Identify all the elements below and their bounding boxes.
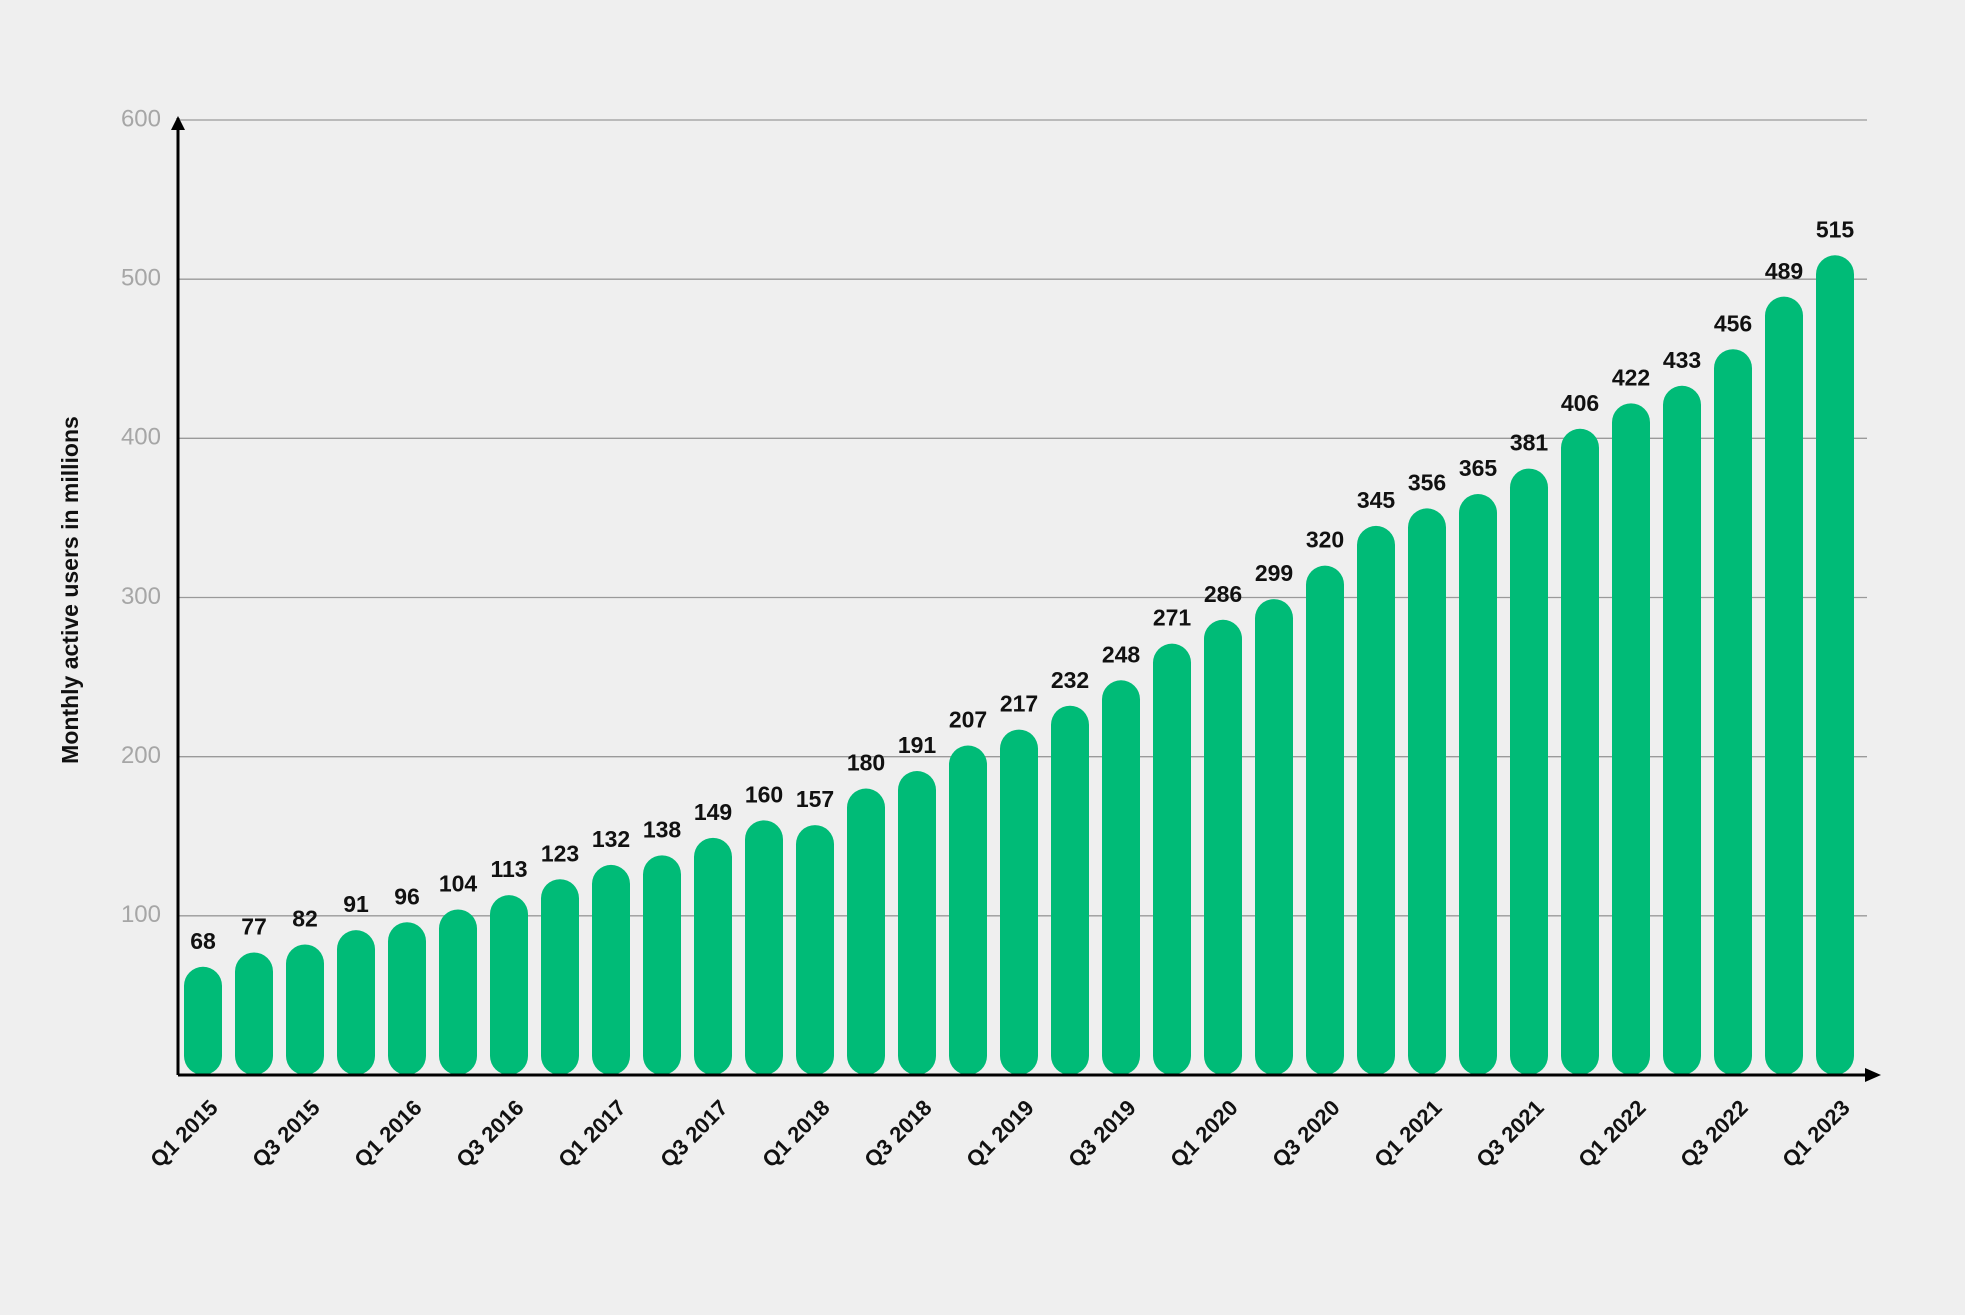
y-tick-label: 500: [121, 265, 161, 292]
bar: [745, 820, 783, 1075]
bar: [898, 770, 936, 1075]
bar: [1153, 643, 1191, 1075]
bar: [1612, 403, 1650, 1076]
data-label: 345: [1357, 487, 1396, 513]
data-label: 299: [1255, 560, 1293, 586]
bar: [439, 909, 477, 1075]
data-label: 180: [847, 750, 885, 776]
x-tick-label: Q1 2022: [1573, 1095, 1650, 1172]
bar: [1510, 468, 1548, 1075]
x-tick-label: Q3 2022: [1675, 1095, 1752, 1172]
bar: [1102, 680, 1140, 1075]
bar: [796, 825, 834, 1075]
data-label: 68: [190, 928, 216, 954]
data-label: 77: [241, 914, 267, 940]
bar: [1663, 385, 1701, 1075]
x-tick-label: Q1 2016: [349, 1095, 426, 1172]
data-label: 356: [1408, 469, 1446, 495]
bar: [592, 864, 630, 1075]
bar: [1000, 729, 1038, 1075]
bar: [235, 952, 273, 1075]
bar: [337, 930, 375, 1075]
bar: [949, 745, 987, 1075]
data-label: 422: [1612, 364, 1650, 390]
data-label: 149: [694, 799, 732, 825]
data-label: 138: [643, 816, 682, 842]
bar: [1714, 349, 1752, 1075]
y-tick-label: 100: [121, 901, 161, 928]
x-tick-label: Q3 2017: [655, 1095, 732, 1172]
data-label: 123: [541, 840, 579, 866]
bar: [1306, 565, 1344, 1075]
x-tick-label: Q3 2015: [247, 1095, 324, 1172]
data-label: 365: [1459, 455, 1498, 481]
y-axis-arrow: [171, 116, 185, 130]
data-label: 96: [394, 883, 420, 909]
data-label: 433: [1663, 347, 1701, 373]
data-label: 160: [745, 781, 783, 807]
bar: [1561, 428, 1599, 1075]
data-label: 248: [1102, 641, 1141, 667]
bar: [541, 879, 579, 1075]
x-tick-label: Q1 2020: [1165, 1095, 1242, 1172]
x-tick-label: Q1 2019: [961, 1095, 1038, 1172]
bar: [490, 895, 528, 1075]
x-tick-label: Q3 2016: [451, 1095, 528, 1172]
x-tick-label: Q1 2017: [553, 1095, 630, 1172]
data-label: 217: [1000, 691, 1038, 717]
y-tick-label: 600: [121, 105, 161, 132]
x-tick-label: Q3 2021: [1471, 1095, 1548, 1172]
x-tick-label: Q3 2018: [859, 1095, 936, 1172]
data-label: 91: [343, 891, 369, 917]
y-tick-label: 300: [121, 583, 161, 610]
data-label: 132: [592, 826, 630, 852]
data-label: 489: [1765, 258, 1803, 284]
x-tick-label: Q1 2023: [1777, 1095, 1854, 1172]
y-tick-label: 400: [121, 424, 161, 451]
data-label: 207: [949, 707, 987, 733]
y-axis-label: Monthly active users in millions: [57, 416, 83, 764]
data-label: 232: [1051, 667, 1089, 693]
bar: [388, 922, 426, 1075]
bar: [1357, 525, 1395, 1075]
data-label: 191: [898, 732, 937, 758]
x-axis-arrow: [1865, 1068, 1881, 1082]
bar: [847, 788, 885, 1075]
data-label: 286: [1204, 581, 1242, 607]
bar: [1765, 296, 1803, 1075]
bar: [1051, 705, 1089, 1075]
x-tick-label: Q3 2019: [1063, 1095, 1140, 1172]
x-tick-label: Q1 2021: [1369, 1095, 1446, 1172]
data-label: 113: [490, 856, 527, 882]
data-label: 456: [1714, 310, 1752, 336]
x-tick-label: Q1 2018: [757, 1095, 834, 1172]
y-tick-label: 200: [121, 742, 161, 769]
bar: [1459, 494, 1497, 1076]
bar: [184, 966, 222, 1075]
bar: [643, 855, 681, 1075]
bar: [1408, 508, 1446, 1075]
data-label: 406: [1561, 390, 1599, 416]
data-label: 515: [1816, 216, 1855, 242]
x-tick-label: Q3 2020: [1267, 1095, 1344, 1172]
x-tick-label: Q1 2015: [145, 1095, 222, 1172]
bar: [1255, 599, 1293, 1075]
bar: [286, 944, 324, 1075]
data-label: 320: [1306, 527, 1344, 553]
bar: [1816, 255, 1854, 1075]
data-label: 82: [292, 906, 318, 932]
bar: [694, 837, 732, 1075]
data-label: 104: [439, 871, 478, 897]
data-label: 381: [1510, 430, 1549, 456]
bar: [1204, 619, 1242, 1075]
data-label: 157: [796, 786, 834, 812]
data-label: 271: [1153, 605, 1192, 631]
